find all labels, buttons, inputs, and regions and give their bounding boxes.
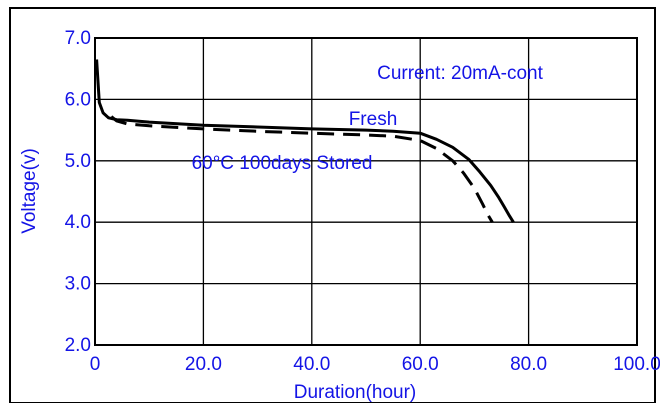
- y-tick-label: 2.0: [65, 335, 91, 356]
- x-tick-labels: 0 20.0 40.0 60.0 80.0 100.0: [90, 354, 660, 375]
- stored-series-label: 60°C 100days Stored: [192, 153, 373, 174]
- y-tick-label: 3.0: [65, 274, 91, 295]
- x-tick-label: 60.0: [402, 354, 439, 375]
- x-tick-label: 0: [90, 354, 101, 375]
- y-axis-title: Voltage(v): [19, 148, 40, 234]
- y-tick-labels: 2.0 3.0 4.0 5.0 6.0 7.0: [65, 28, 91, 356]
- y-tick-label: 7.0: [65, 28, 91, 49]
- plot-area-border: [94, 37, 638, 346]
- x-tick-label: 20.0: [185, 354, 222, 375]
- x-axis-title: Duration(hour): [294, 382, 417, 403]
- x-tick-label: 40.0: [293, 354, 330, 375]
- x-tick-label: 100.0: [613, 354, 660, 375]
- x-tick-label: 80.0: [510, 354, 547, 375]
- grid: [94, 37, 638, 346]
- stored-series-line: [110, 115, 494, 223]
- current-annotation: Current: 20mA-cont: [377, 63, 544, 84]
- figure-frame: [9, 7, 656, 403]
- y-tick-label: 4.0: [65, 212, 91, 233]
- series-lines: [95, 59, 515, 223]
- y-tick-label: 6.0: [65, 89, 91, 110]
- fresh-series-label: Fresh: [349, 109, 398, 130]
- y-tick-label: 5.0: [65, 151, 91, 172]
